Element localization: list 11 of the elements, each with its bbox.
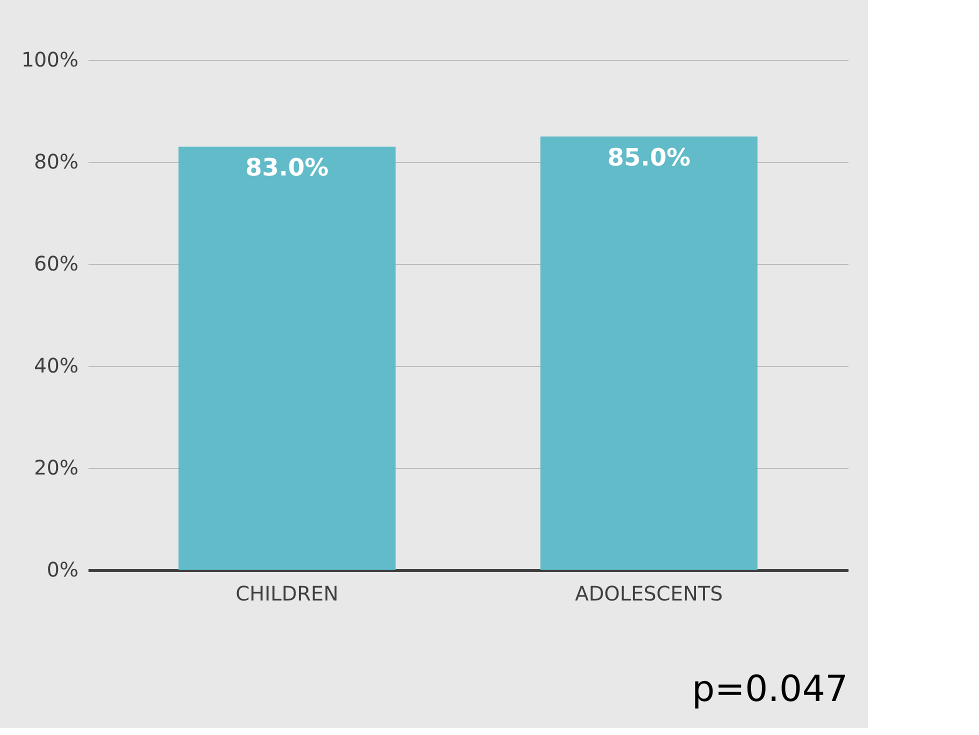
x-tick-label: CHILDREN	[236, 582, 339, 606]
y-tick-label: 20%	[34, 456, 78, 480]
y-tick-label: 40%	[34, 354, 78, 378]
text: p=0.047	[692, 669, 848, 710]
data-label: 85.0%	[607, 144, 691, 172]
y-tick-label: 60%	[34, 252, 78, 276]
data-label: 83.0%	[245, 154, 329, 182]
x-tick-label: ADOLESCENTS	[575, 582, 723, 606]
y-tick-label: 80%	[34, 150, 78, 174]
y-tick-label: 0%	[46, 558, 78, 582]
y-tick-label: 100%	[21, 48, 78, 72]
